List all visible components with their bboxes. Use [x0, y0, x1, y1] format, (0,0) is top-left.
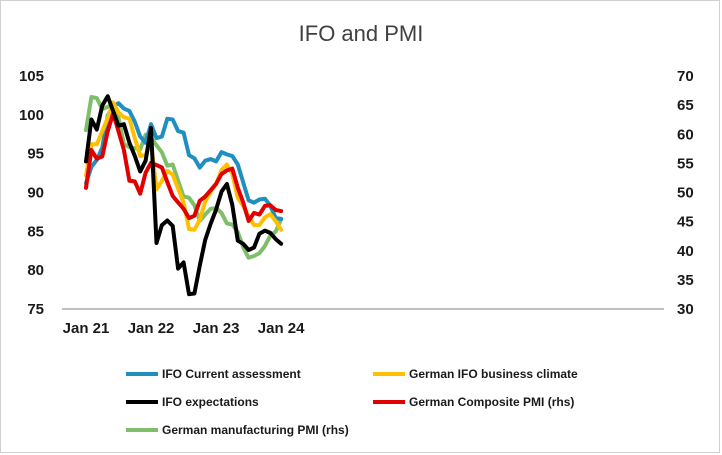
x-axis-tick-label: Jan 23 [193, 320, 240, 337]
x-axis-tick-label: Jan 24 [258, 320, 305, 337]
series-line-german-manufacturing-pmi-rhs [84, 95, 284, 260]
chart-title: IFO and PMI [299, 21, 424, 46]
left-axis-tick-label: 100 [19, 107, 44, 124]
x-axis-tick-label: Jan 21 [63, 320, 110, 337]
legend-label: IFO Current assessment [162, 367, 301, 381]
series-lines [84, 94, 284, 297]
legend: IFO Current assessment German IFO busines… [126, 367, 578, 437]
series-line-ifo-expectations [84, 94, 284, 297]
left-axis-tick-label: 85 [27, 223, 44, 240]
legend-label: German IFO business climate [409, 367, 578, 381]
legend-label: IFO expectations [162, 395, 259, 409]
x-axis-tick-label: Jan 22 [128, 320, 175, 337]
axes: 75 80 85 90 95 100 105 30 35 40 45 50 55 60 65 70 Jan 21… [19, 68, 694, 337]
left-axis-tick-label: 75 [27, 301, 44, 318]
right-axis-tick-label: 70 [677, 68, 694, 85]
right-axis-tick-label: 60 [677, 126, 694, 143]
right-axis-tick-label: 40 [677, 243, 694, 260]
series-line-ifo-current-assessment [84, 101, 284, 221]
right-axis-tick-label: 65 [677, 97, 694, 114]
left-axis-tick-label: 105 [19, 68, 44, 85]
left-axis-tick-label: 80 [27, 262, 44, 279]
series-line-german-composite-pmi-rhs [84, 111, 284, 223]
right-axis-tick-label: 30 [677, 301, 694, 318]
left-axis-tick-label: 95 [27, 146, 44, 163]
right-axis-tick-label: 35 [677, 272, 694, 289]
legend-label: German Composite PMI (rhs) [409, 395, 574, 409]
right-axis-tick-label: 50 [677, 185, 694, 202]
left-axis-tick-label: 90 [27, 185, 44, 202]
right-axis-tick-label: 45 [677, 214, 694, 231]
right-axis-tick-label: 55 [677, 155, 694, 172]
legend-label: German manufacturing PMI (rhs) [162, 423, 349, 437]
